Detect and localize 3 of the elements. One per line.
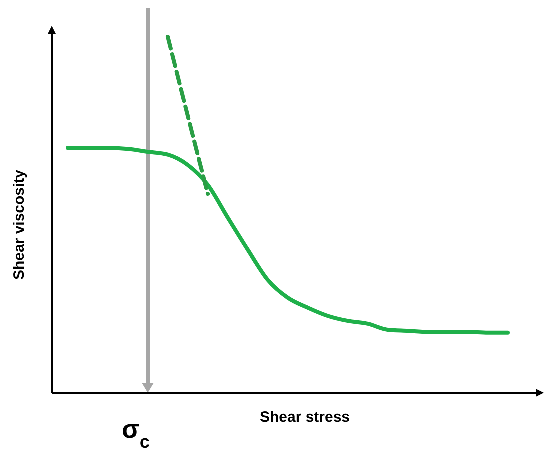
x-axis-title: Shear stress <box>260 409 350 426</box>
text: σ$_{c}$ <box>122 414 150 450</box>
y-axis-title: Shear viscosity <box>11 169 28 280</box>
